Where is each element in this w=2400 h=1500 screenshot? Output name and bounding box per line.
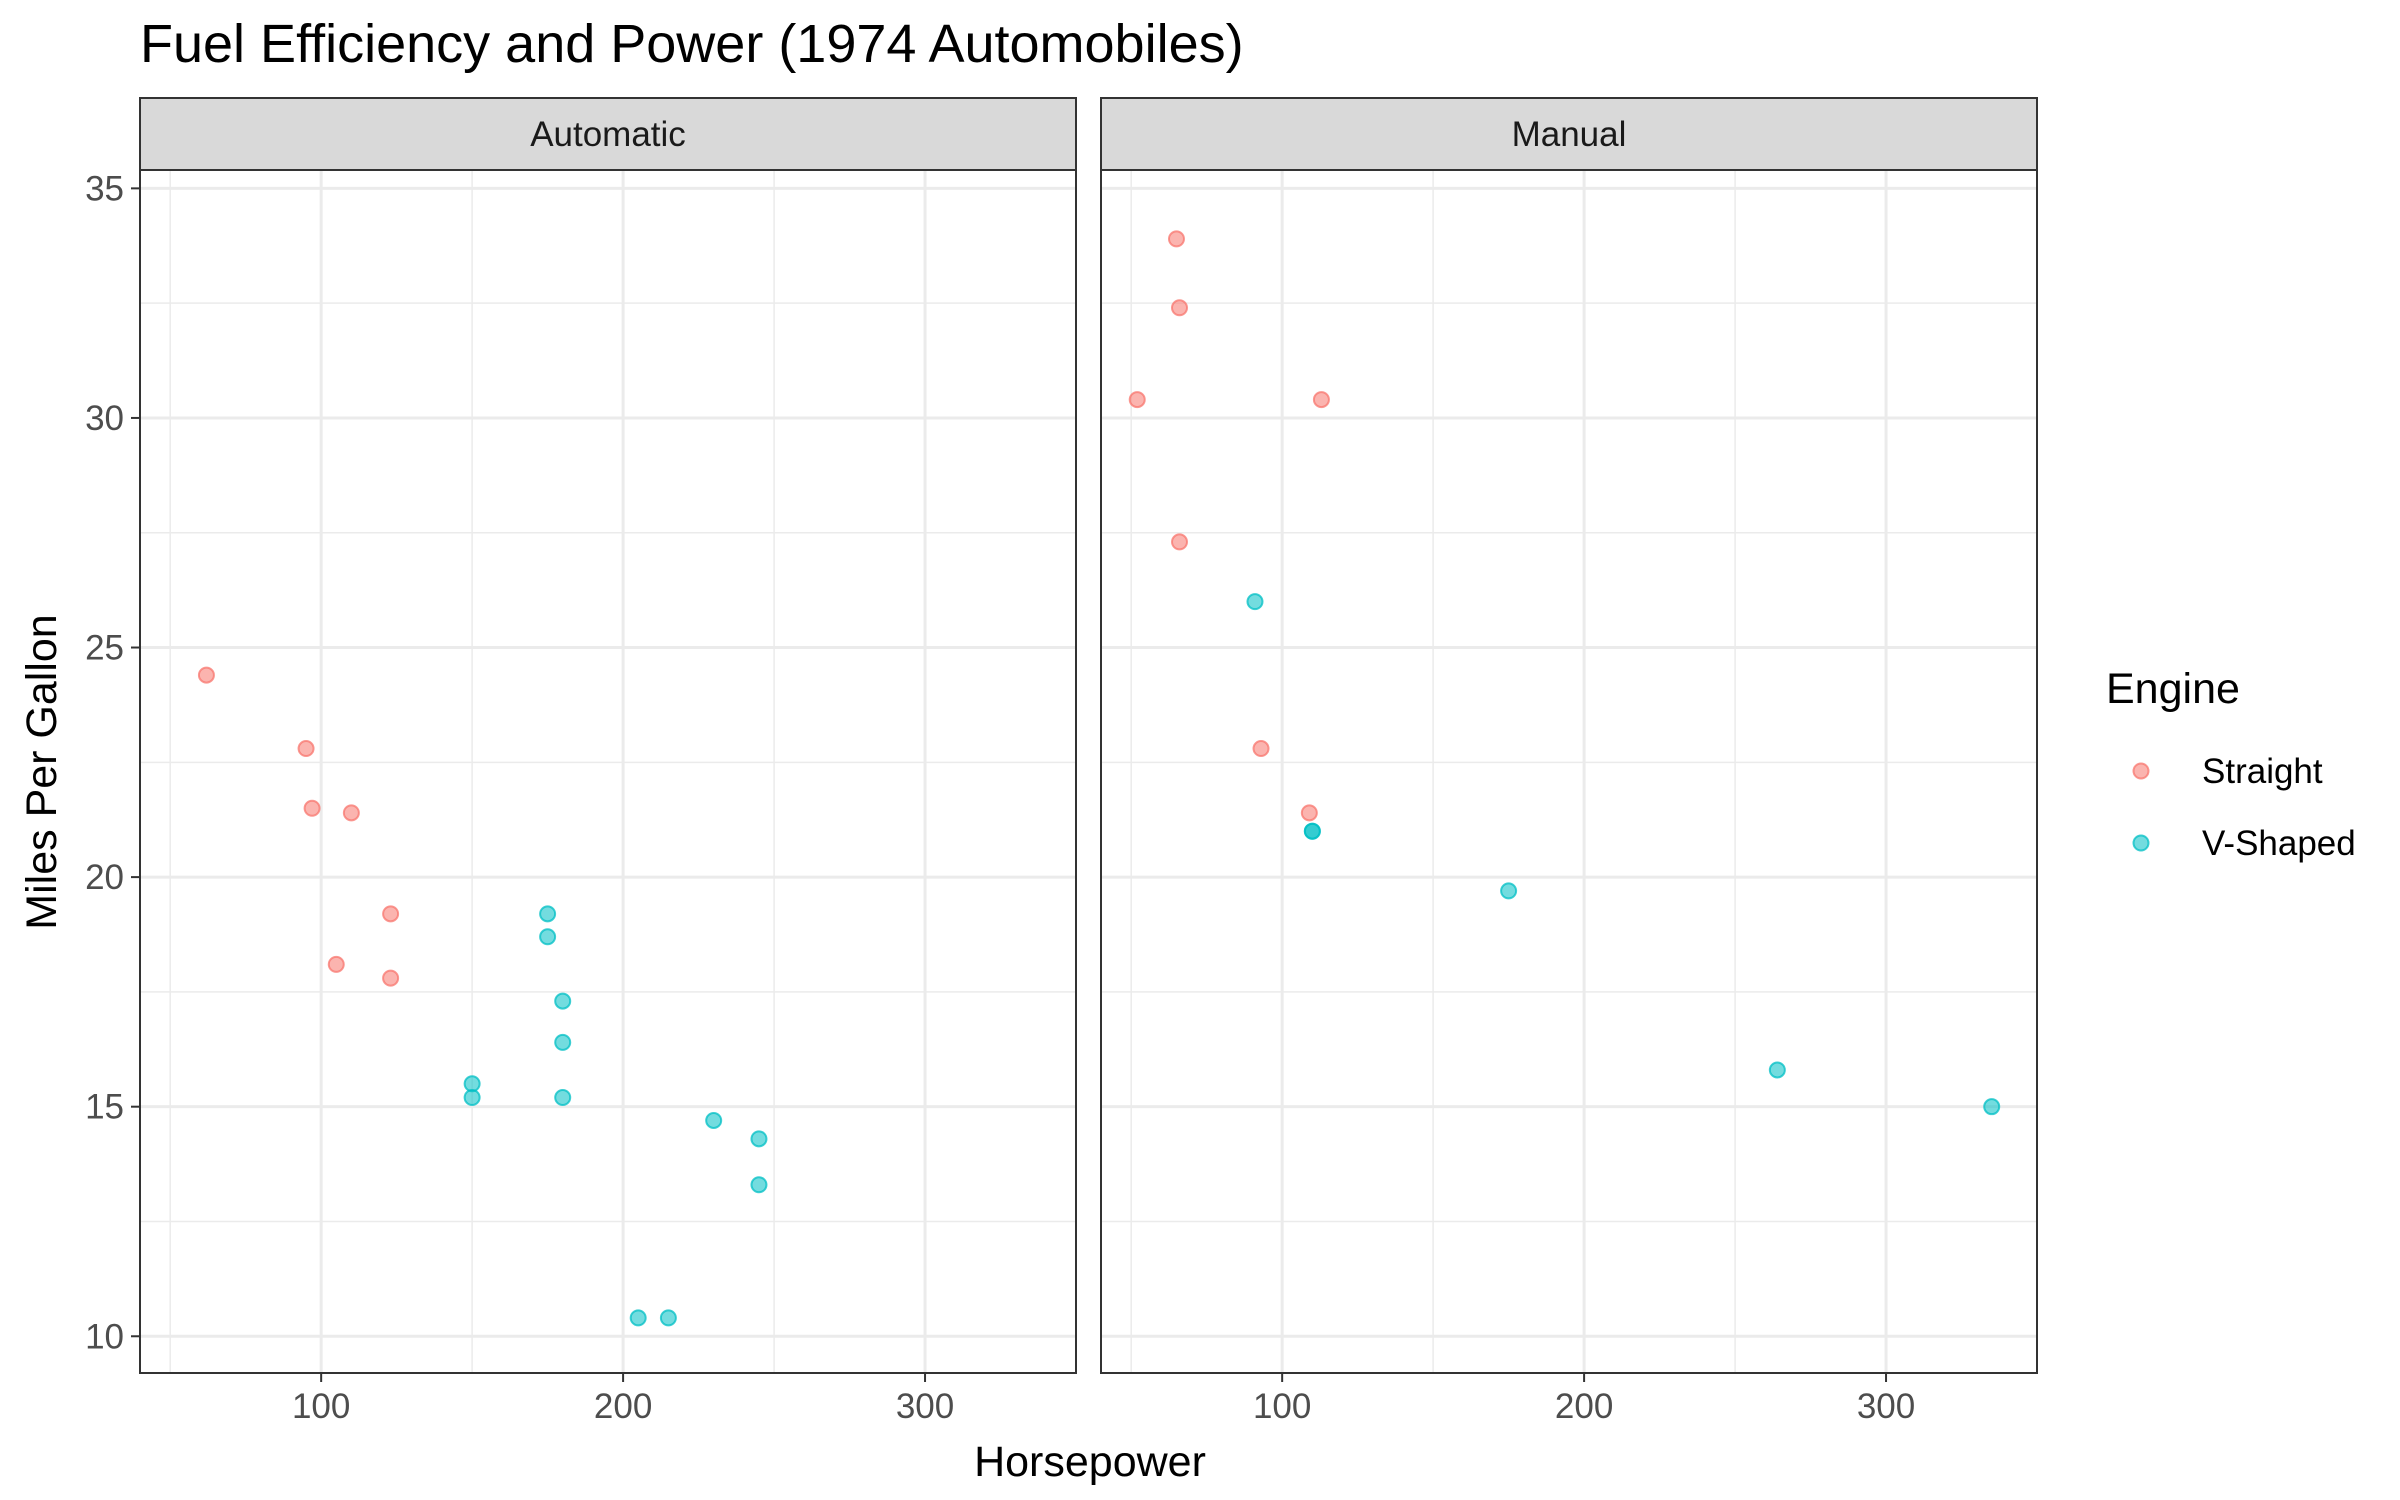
legend: Engine Straight V-Shaped xyxy=(2106,665,2356,863)
x-axis-title: Horsepower xyxy=(974,1438,1206,1486)
data-point-v-shaped xyxy=(659,1309,677,1327)
facet-strip-label: Manual xyxy=(1512,115,1627,154)
x-tick-label: 300 xyxy=(1857,1387,1915,1426)
data-point-straight xyxy=(1312,391,1330,409)
data-point-straight xyxy=(1171,299,1189,317)
facet-panel-manual: Manual 100 200 300 xyxy=(1100,97,2038,1426)
y-tick-label: 20 xyxy=(85,858,124,897)
panel-background xyxy=(1101,170,2037,1373)
legend-item-straight: Straight xyxy=(2132,752,2323,791)
legend-key xyxy=(2132,762,2150,780)
legend-label: Straight xyxy=(2202,752,2323,791)
data-point-straight xyxy=(197,666,215,684)
data-point-v-shaped xyxy=(463,1075,481,1093)
legend-item-v-shaped: V-Shaped xyxy=(2132,824,2356,863)
data-point-straight xyxy=(382,905,400,923)
x-tick-label: 100 xyxy=(292,1387,350,1426)
legend-label: V-Shaped xyxy=(2202,824,2356,863)
legend-key xyxy=(2132,834,2150,852)
data-point-straight xyxy=(1252,740,1270,758)
facet-strip-label: Automatic xyxy=(530,115,686,154)
data-point-v-shaped xyxy=(1246,593,1264,611)
y-tick-label: 15 xyxy=(85,1088,124,1127)
facet-panels: Automatic 100 200 300 10 15 20 25 30 35 Manual 100 2… xyxy=(85,97,2038,1426)
legend-title: Engine xyxy=(2106,665,2240,713)
data-point-straight xyxy=(327,955,345,973)
y-tick-label: 10 xyxy=(85,1317,124,1356)
data-point-v-shaped xyxy=(705,1111,723,1129)
data-point-straight xyxy=(297,740,315,758)
y-tick-label: 30 xyxy=(85,399,124,438)
data-point-v-shaped xyxy=(539,928,557,946)
x-tick-label: 100 xyxy=(1253,1387,1311,1426)
data-point-straight xyxy=(1171,533,1189,551)
data-point-v-shaped xyxy=(750,1176,768,1194)
legend-entries: Straight V-Shaped xyxy=(2132,752,2356,863)
data-point-straight xyxy=(1128,391,1146,409)
data-point-v-shaped xyxy=(463,1089,481,1107)
data-point-v-shaped xyxy=(1768,1061,1786,1079)
data-point-straight xyxy=(303,799,321,817)
data-point-v-shaped xyxy=(1500,882,1518,900)
y-axis-title: Miles Per Gallon xyxy=(18,614,66,929)
data-point-v-shaped xyxy=(750,1130,768,1148)
data-point-v-shaped xyxy=(554,1089,572,1107)
facet-panel-automatic: Automatic 100 200 300 10 15 20 25 30 35 xyxy=(85,97,1077,1426)
panel-background xyxy=(140,170,1076,1373)
data-point-straight xyxy=(1300,804,1318,822)
data-point-straight xyxy=(1167,230,1185,248)
facet-strip xyxy=(139,97,1077,171)
chart-title: Fuel Efficiency and Power (1974 Automobi… xyxy=(140,14,1244,74)
data-point-straight xyxy=(382,969,400,987)
x-tick-label: 300 xyxy=(896,1387,954,1426)
data-point-v-shaped xyxy=(554,1033,572,1051)
y-tick-label: 35 xyxy=(85,169,124,208)
x-tick-label: 200 xyxy=(1555,1387,1613,1426)
y-tick-label: 25 xyxy=(85,629,124,668)
data-point-v-shaped xyxy=(554,992,572,1010)
data-point-v-shaped xyxy=(539,905,557,923)
data-point-straight xyxy=(342,804,360,822)
data-point-v-shaped xyxy=(1303,822,1321,840)
x-tick-label: 200 xyxy=(594,1387,652,1426)
data-point-v-shaped xyxy=(1983,1098,2001,1116)
facet-strip xyxy=(1100,97,2038,171)
data-point-v-shaped xyxy=(629,1309,647,1327)
